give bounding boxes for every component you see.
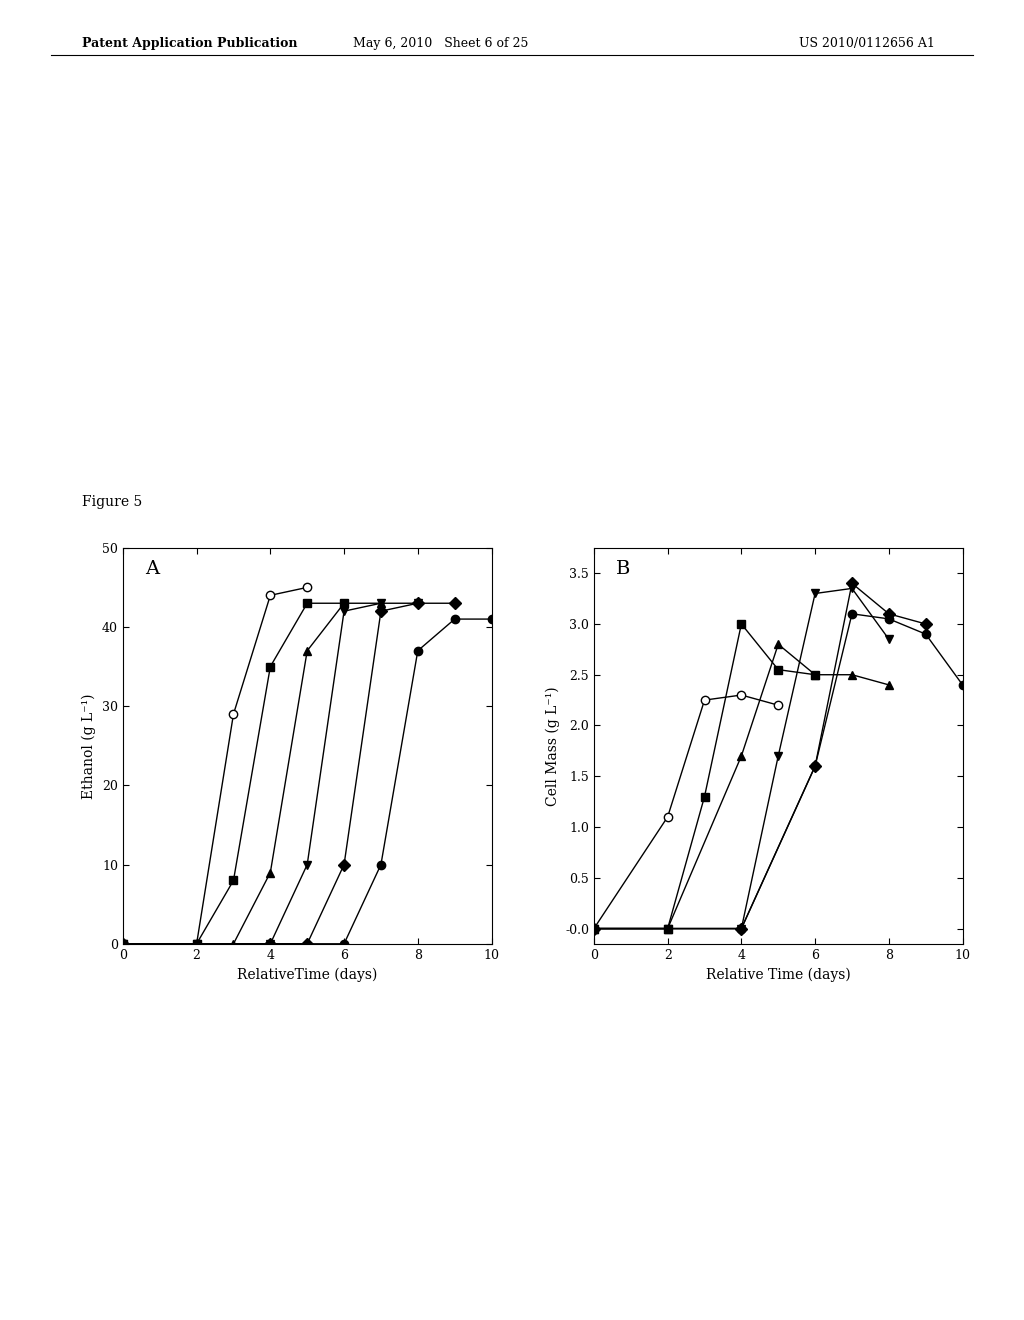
- Y-axis label: Cell Mass (g L⁻¹): Cell Mass (g L⁻¹): [545, 686, 559, 805]
- Text: B: B: [616, 560, 631, 578]
- X-axis label: RelativeTime (days): RelativeTime (days): [237, 968, 378, 982]
- Text: Patent Application Publication: Patent Application Publication: [82, 37, 297, 50]
- Text: A: A: [145, 560, 159, 578]
- Text: May 6, 2010   Sheet 6 of 25: May 6, 2010 Sheet 6 of 25: [352, 37, 528, 50]
- Text: Figure 5: Figure 5: [82, 495, 142, 510]
- Y-axis label: Ethanol (g L⁻¹): Ethanol (g L⁻¹): [82, 693, 96, 799]
- Text: US 2010/0112656 A1: US 2010/0112656 A1: [799, 37, 935, 50]
- X-axis label: Relative Time (days): Relative Time (days): [706, 968, 851, 982]
